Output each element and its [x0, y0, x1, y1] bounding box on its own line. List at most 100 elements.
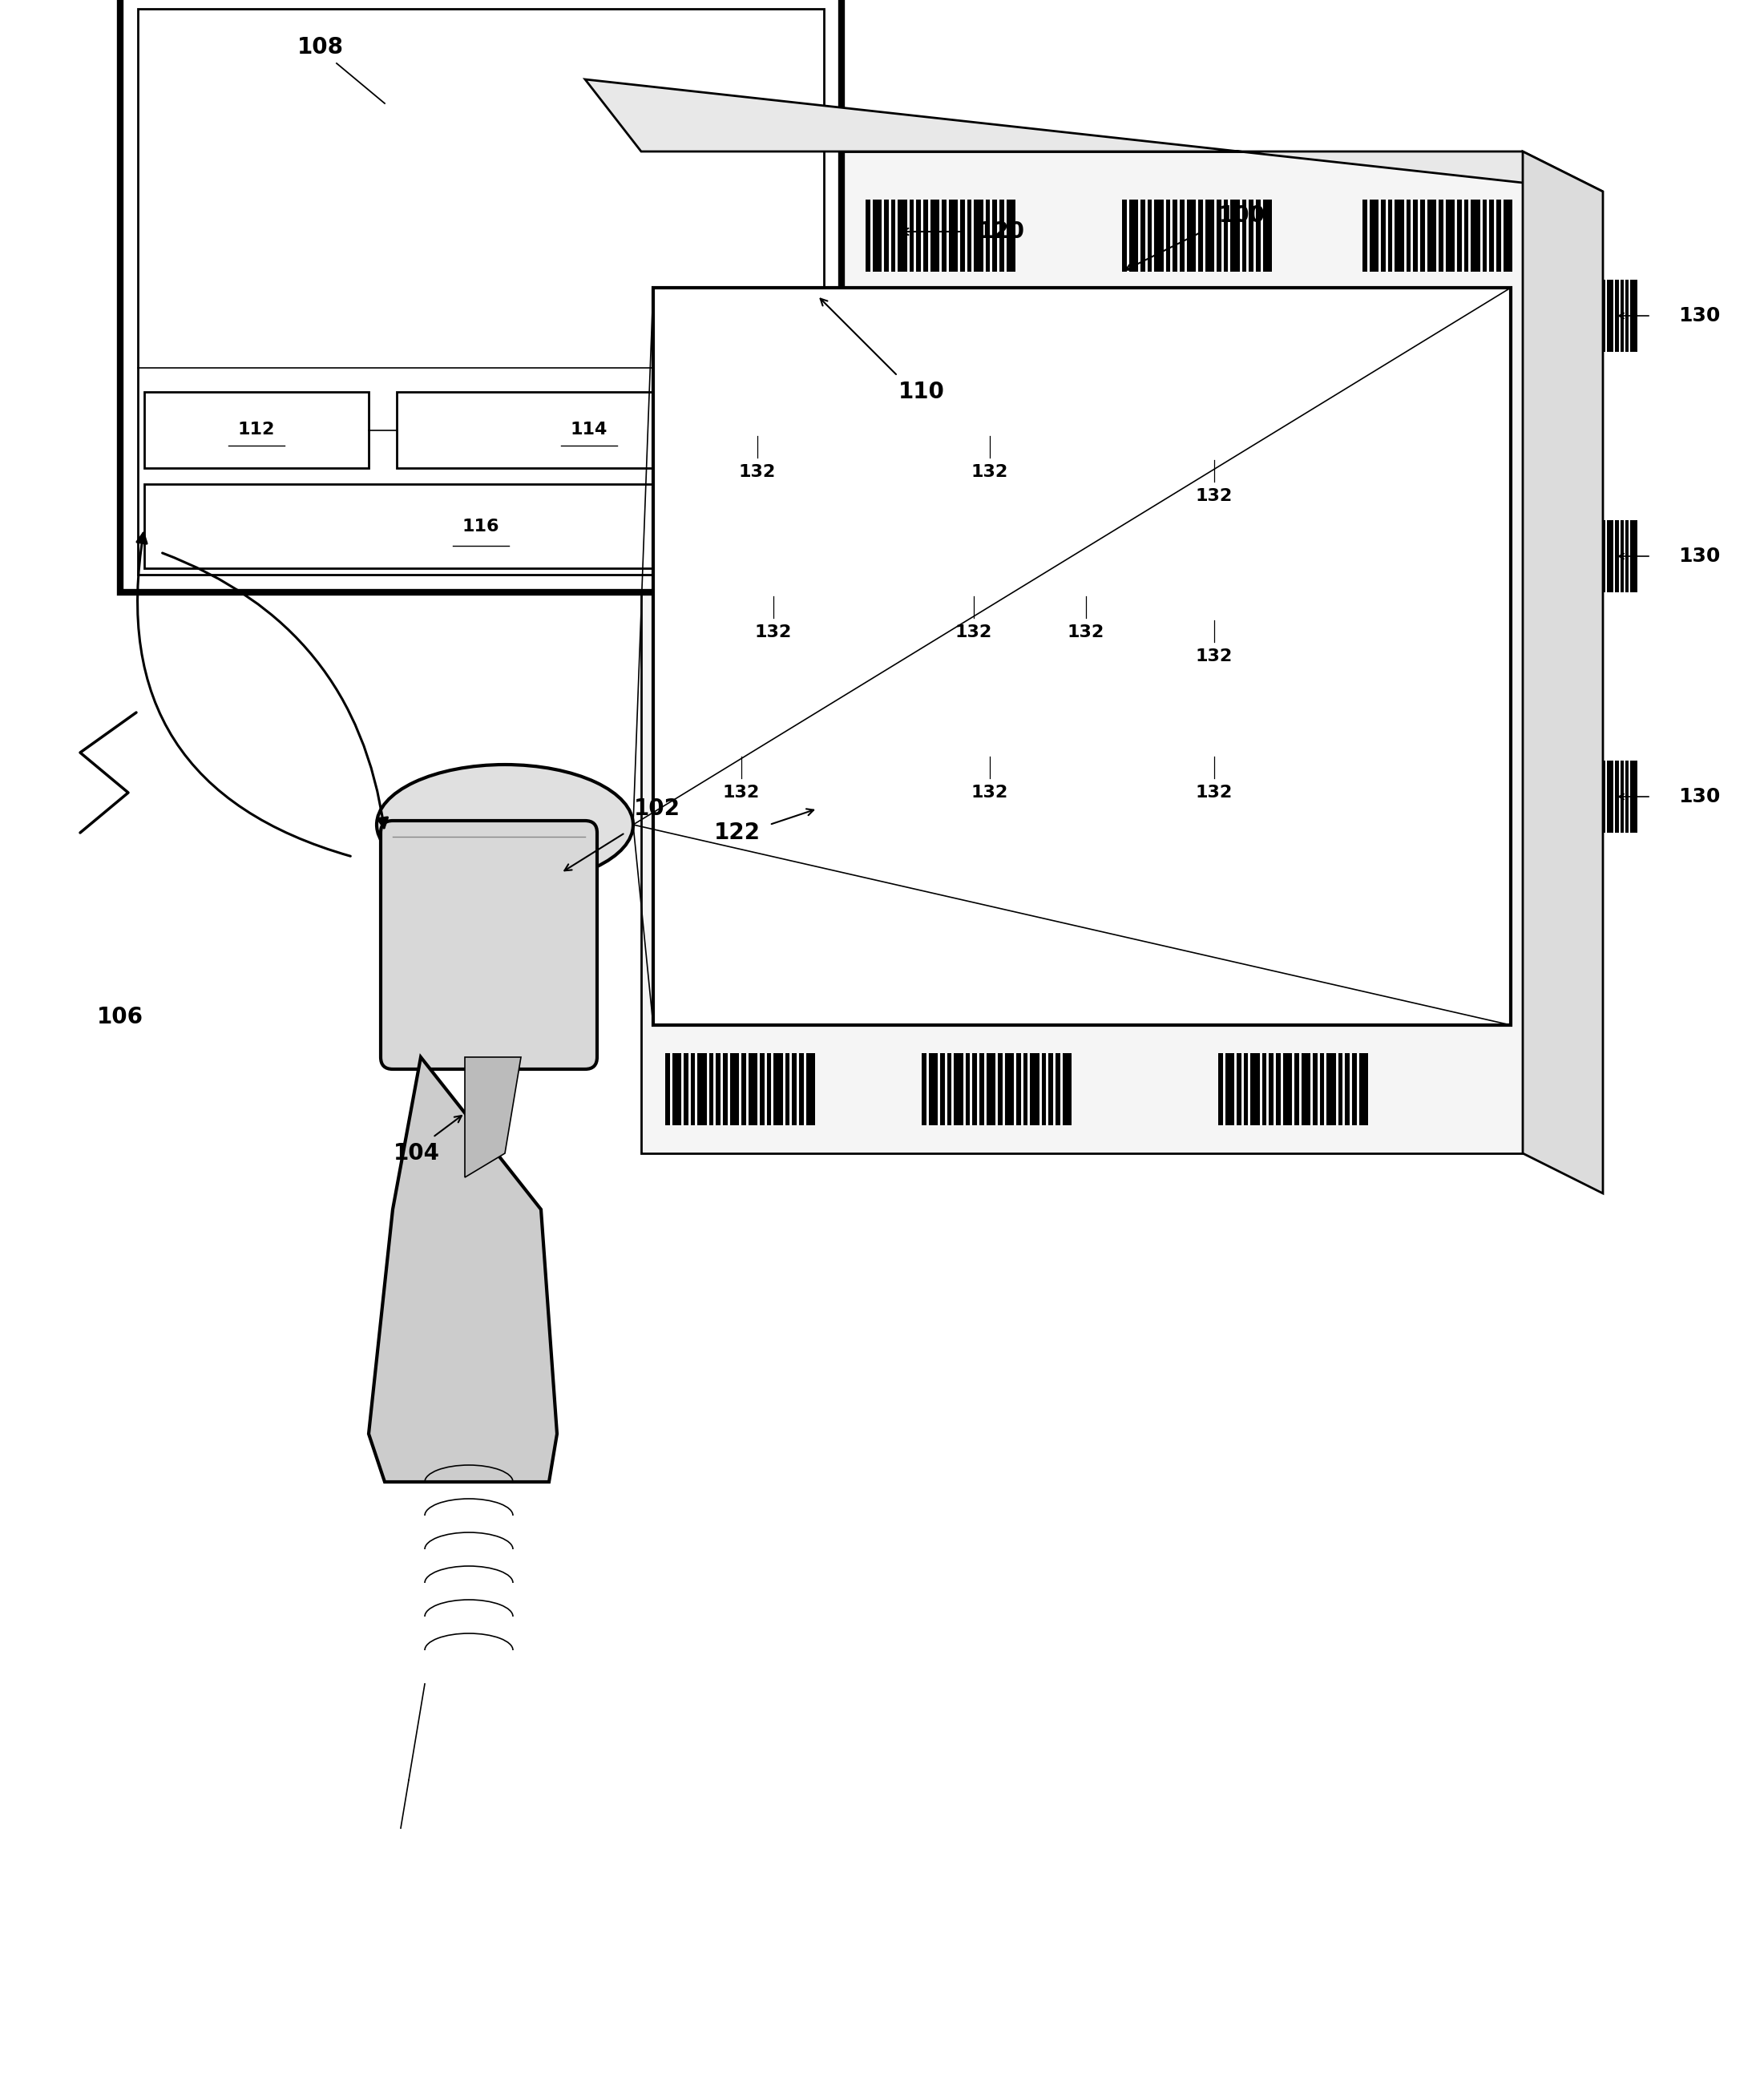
Bar	[494, 39, 503, 112]
Bar	[986, 513, 990, 591]
Bar	[1226, 1054, 1235, 1125]
Bar	[804, 672, 808, 753]
Bar	[778, 353, 783, 432]
Bar	[942, 672, 951, 753]
Bar	[797, 353, 803, 432]
Bar	[1621, 762, 1623, 832]
Bar	[1261, 1054, 1267, 1125]
Bar	[191, 297, 201, 367]
Bar	[690, 199, 695, 272]
Bar	[293, 297, 302, 367]
Bar	[1258, 672, 1267, 753]
Bar	[979, 1054, 984, 1125]
Bar	[1004, 513, 1009, 591]
Bar	[960, 199, 965, 272]
Bar	[429, 297, 434, 367]
Bar	[684, 513, 693, 591]
Bar	[928, 672, 933, 753]
Bar	[1217, 353, 1222, 432]
Bar	[1251, 1054, 1259, 1125]
Bar	[505, 297, 510, 367]
Bar	[986, 353, 990, 432]
Bar	[785, 513, 796, 591]
Bar	[1545, 762, 1549, 832]
Bar	[1268, 513, 1274, 591]
Bar	[1258, 513, 1267, 591]
Text: 102: 102	[633, 797, 681, 820]
Bar	[677, 513, 683, 591]
Bar	[630, 168, 633, 239]
Bar	[1630, 280, 1637, 353]
Bar	[1575, 762, 1581, 832]
Bar	[741, 1054, 746, 1125]
Bar	[1249, 199, 1254, 272]
Bar	[702, 672, 707, 753]
Bar	[279, 297, 284, 367]
Bar	[617, 297, 626, 367]
FancyBboxPatch shape	[381, 822, 596, 1069]
Text: 120: 120	[979, 220, 1025, 243]
Bar	[526, 297, 534, 367]
Bar	[519, 39, 524, 112]
Bar	[679, 297, 684, 367]
Bar	[778, 513, 783, 591]
Bar	[512, 168, 517, 239]
Bar	[697, 199, 707, 272]
Bar	[1339, 1054, 1342, 1125]
Bar	[1540, 280, 1544, 353]
Bar	[693, 297, 702, 367]
Bar	[1314, 513, 1325, 591]
Bar	[261, 39, 265, 112]
Bar	[1602, 762, 1605, 832]
Bar	[672, 1054, 681, 1125]
Bar	[729, 513, 732, 591]
Bar	[416, 297, 427, 367]
Bar	[709, 672, 718, 753]
Bar	[487, 168, 490, 239]
Bar	[709, 1054, 714, 1125]
Text: 106: 106	[97, 1006, 143, 1029]
Bar	[519, 168, 524, 239]
Bar	[873, 199, 882, 272]
Text: 132: 132	[739, 465, 776, 479]
Bar	[679, 168, 684, 239]
Bar	[713, 297, 716, 367]
Bar	[1319, 1054, 1325, 1125]
Bar	[1268, 672, 1274, 753]
Bar	[773, 513, 776, 591]
Bar	[286, 297, 291, 367]
Text: 132: 132	[1067, 625, 1104, 641]
Bar	[1030, 672, 1034, 753]
Bar	[921, 1054, 926, 1125]
Bar	[1004, 672, 1009, 753]
Bar	[1050, 672, 1060, 753]
Bar	[1482, 199, 1487, 272]
Bar	[1173, 199, 1177, 272]
Bar	[1192, 353, 1198, 432]
Bar	[767, 1054, 771, 1125]
Polygon shape	[369, 1056, 557, 1482]
Bar	[1217, 199, 1221, 272]
Bar	[325, 39, 335, 112]
Bar	[512, 39, 517, 112]
Bar	[799, 1054, 804, 1125]
Bar	[1207, 513, 1215, 591]
Bar	[1551, 762, 1558, 832]
Bar	[526, 39, 534, 112]
Bar	[677, 672, 683, 753]
Bar	[310, 168, 316, 239]
Bar	[910, 672, 914, 753]
Bar	[1582, 762, 1586, 832]
Bar	[310, 39, 316, 112]
Bar	[709, 199, 714, 272]
Bar	[242, 168, 247, 239]
Bar	[684, 353, 693, 432]
Bar	[974, 199, 983, 272]
Bar	[767, 199, 771, 272]
Bar	[910, 353, 914, 432]
Bar	[1295, 1054, 1298, 1125]
Bar	[183, 168, 189, 239]
Bar	[1565, 521, 1568, 591]
Bar	[1427, 199, 1436, 272]
Bar	[586, 168, 589, 239]
